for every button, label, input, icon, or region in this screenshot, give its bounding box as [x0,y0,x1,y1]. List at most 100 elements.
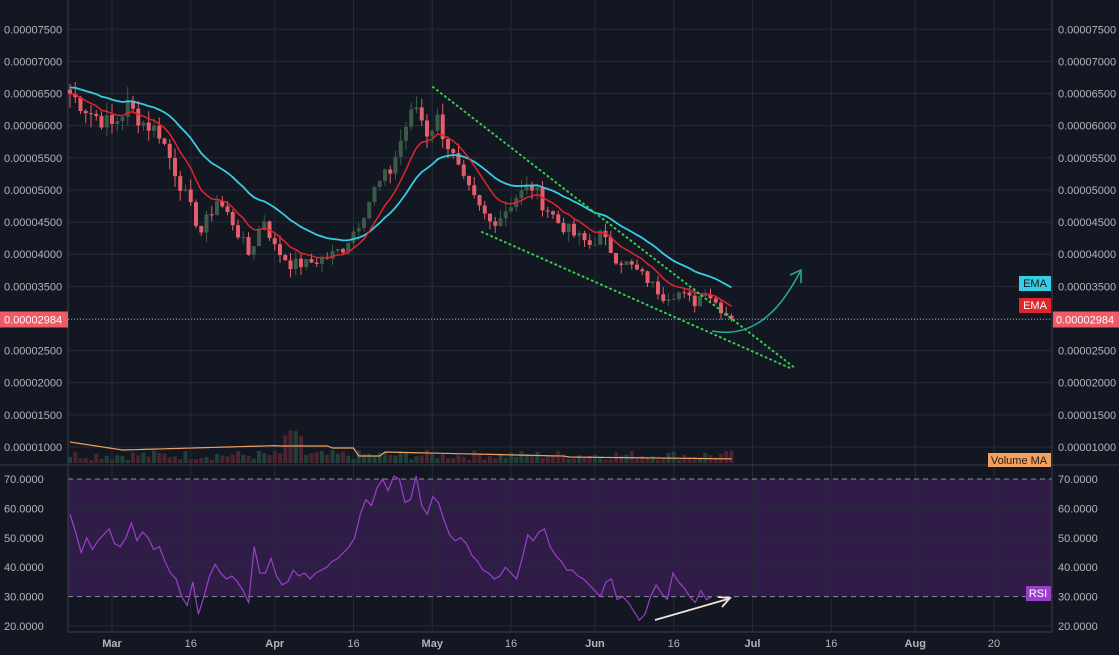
volume-bar [73,452,78,463]
volume-bar [377,452,382,463]
volume-bar [477,454,482,463]
volume-bar [498,453,503,463]
volume-bar [524,454,529,463]
last-price-label-left: 0.00002984 [4,315,62,327]
volume-bar [535,451,540,463]
candle-body [283,255,288,261]
volume-bar [430,453,435,463]
rsi-tick-label-left: 30.0000 [4,592,44,604]
volume-bar [488,456,492,463]
candle-body [199,225,204,233]
volume-bar [120,455,125,463]
volume-ma-line [69,441,732,460]
candle-body [288,260,293,270]
candle-body [372,187,377,203]
projection-curve [711,271,801,334]
candle-body [593,244,597,246]
candle-body [393,156,398,174]
x-tick-label: 16 [505,638,517,650]
volume-bar [104,455,109,463]
volume-bar [650,456,655,463]
candle-body [687,292,692,296]
volume-bar [94,453,99,463]
volume-bar [493,458,498,463]
candle-body [708,294,713,299]
volume-bar [304,455,309,463]
rsi-tick-label-right: 20.0000 [1058,621,1098,633]
candle-body [635,264,639,270]
volume-bar [314,452,319,463]
candle-body [68,89,72,94]
volume-bar [230,454,235,463]
candle-body [83,111,88,114]
volume-bar [577,455,582,463]
rsi-tick-label-left: 40.0000 [4,562,44,574]
x-tick-label: 16 [347,638,359,650]
candle-body [698,296,702,307]
candle-body [278,244,282,256]
rsi-tick-label-left: 60.0000 [4,503,44,515]
volume-bar [78,458,83,463]
candle-body [346,242,351,253]
volume-bar [267,455,272,463]
volume-bar [461,456,466,463]
candle-body [104,115,109,128]
candle-body [157,125,162,139]
ema-fast-line [69,93,732,307]
candle-body [94,113,99,116]
x-tick-label: 16 [185,638,197,650]
last-price-badge-left [0,311,68,328]
candle-body [167,143,172,159]
y-tick-label-left: 0.00001500 [4,410,62,422]
volume-bar [215,453,219,463]
ema-fast-label: EMA [1023,300,1048,312]
last-price-badge-right [1053,311,1119,328]
y-tick-label-right: 0.00001500 [1058,410,1116,422]
candles [68,82,734,322]
candle-body [257,229,261,247]
y-tick-label-left: 0.00005000 [4,185,62,197]
candle-body [115,120,120,124]
candle-body [530,186,534,191]
volume-bar [624,454,629,463]
volume-bar [125,459,130,463]
candle-body [619,263,624,265]
candle-body [251,246,256,255]
volume-bar [398,451,403,463]
volume-bar [598,456,603,463]
y-tick-label-right: 0.00007500 [1058,24,1116,36]
volume-bar [519,450,524,463]
candle-body [682,292,687,294]
candle-body [409,109,414,127]
candle-body [540,187,545,211]
y-tick-label-right: 0.00004500 [1058,217,1116,229]
volume-bar [603,459,608,463]
volume-bar [514,456,519,463]
volume-bar [393,455,398,463]
volume-bar [440,453,445,463]
volume-bar [68,457,72,463]
candle-body [719,302,723,314]
volume-bar [99,459,104,463]
x-tick-label: 20 [988,638,1000,650]
candle-body [488,213,492,222]
candle-body [99,115,104,128]
rsi-badge-label: RSI [1029,588,1047,600]
volume-bar [383,452,387,463]
candle-body [456,153,461,165]
candle-body [362,218,366,229]
candle-body [388,169,393,174]
volume-bar [608,459,613,463]
candle-body [524,186,529,191]
candle-body [136,108,141,126]
volume-bar [729,450,734,463]
candle-body [582,233,587,241]
candle-body [477,195,482,206]
volume-bar [346,455,351,463]
candle-body [377,181,382,188]
volume-bar [467,459,471,463]
x-tick-label: Apr [265,638,285,650]
candle-body [215,200,219,215]
